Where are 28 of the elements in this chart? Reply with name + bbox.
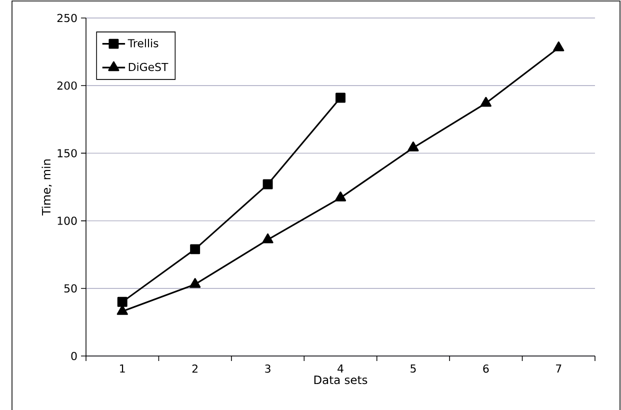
x-tick-label: 2 xyxy=(192,364,198,373)
x-tick-label: 6 xyxy=(483,364,489,373)
y-tick-label: 0 xyxy=(71,352,77,360)
x-tick-label: 5 xyxy=(410,364,416,373)
x-tick-label: 3 xyxy=(265,364,270,373)
legend-label: Trellis xyxy=(128,38,158,48)
y-tick-label: 50 xyxy=(64,284,77,293)
point xyxy=(262,233,274,244)
point xyxy=(116,305,128,315)
point xyxy=(190,244,200,254)
x-tick-label: 1 xyxy=(120,364,125,372)
point xyxy=(117,296,128,307)
x-axis-title: Data sets xyxy=(314,376,368,384)
y-tick-label: 200 xyxy=(57,81,77,90)
legend-label: DiGeST xyxy=(128,62,168,72)
y-tick-label: 250 xyxy=(57,14,77,22)
point xyxy=(553,41,564,52)
point xyxy=(408,142,419,152)
point xyxy=(334,192,346,202)
point xyxy=(190,278,201,288)
x-tick-label: 4 xyxy=(338,364,344,372)
y-tick-label: 100 xyxy=(58,216,77,225)
y-tick-label: 150 xyxy=(58,149,77,158)
y-axis-title: Time, min xyxy=(42,160,52,216)
point xyxy=(336,92,346,103)
point xyxy=(262,179,273,190)
point xyxy=(480,96,492,107)
x-tick-label: 7 xyxy=(556,364,562,372)
